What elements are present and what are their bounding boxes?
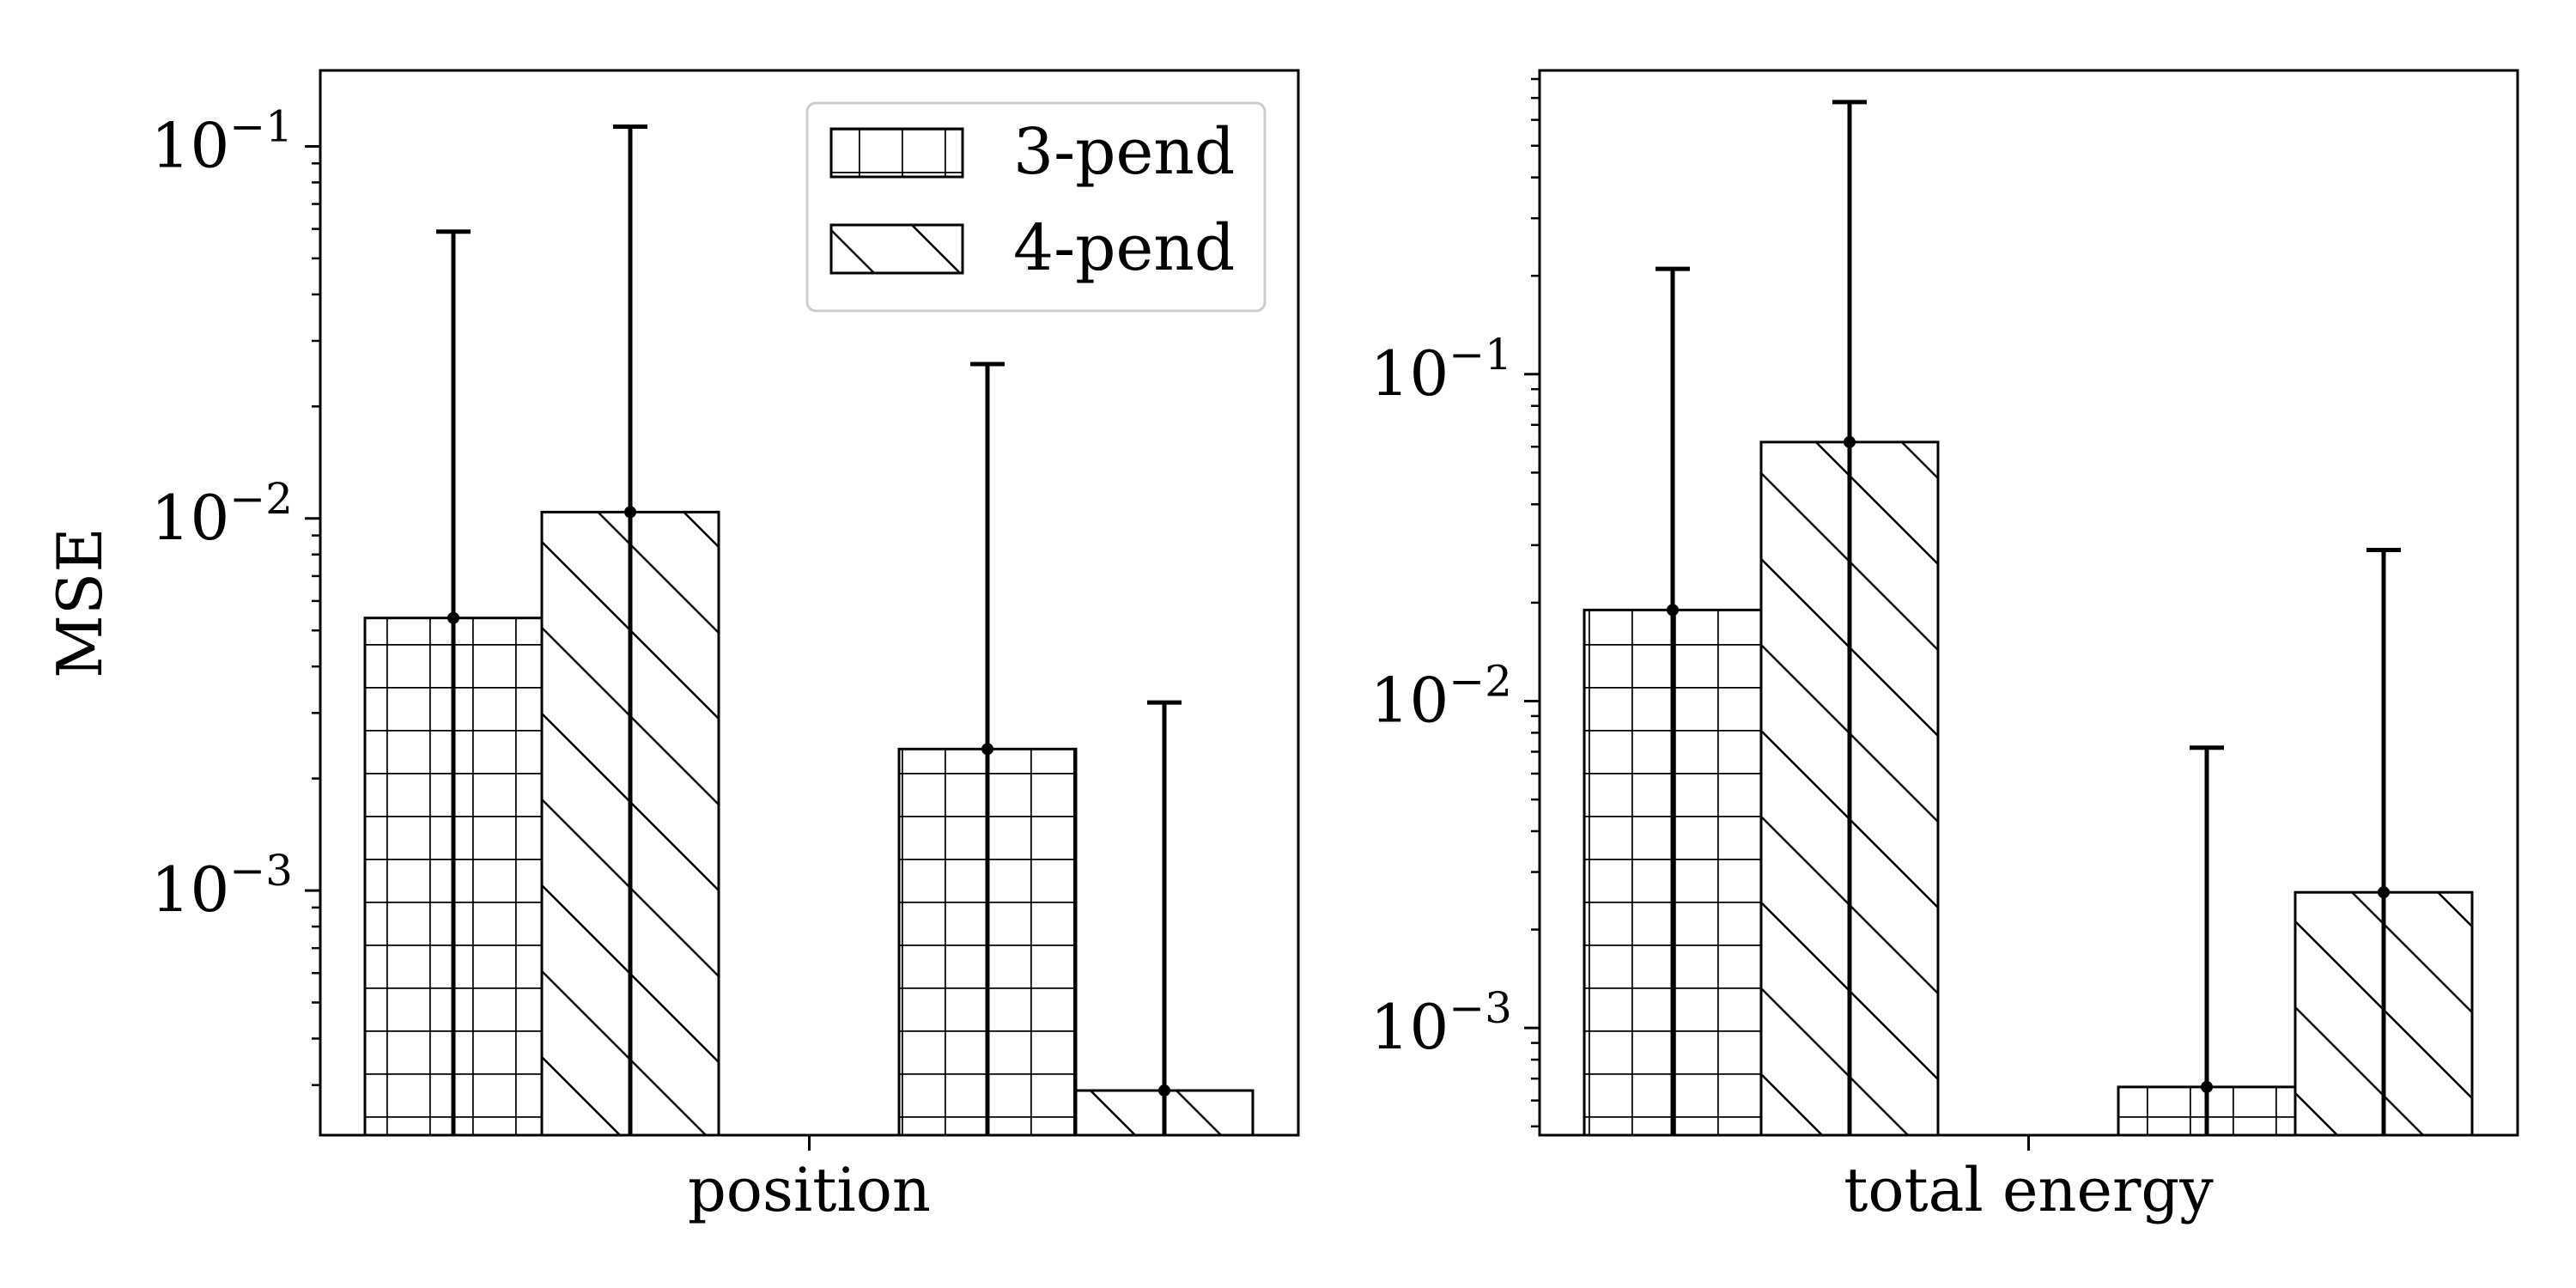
y-axis-label: MSE — [44, 527, 116, 678]
error-bar-3-pend-g2 — [2190, 745, 2224, 1135]
mean-marker — [2201, 1080, 2213, 1093]
chart-panel-2: 10−3 10−2 10−1 total energy — [1370, 69, 2519, 1225]
x-tick-label: position — [688, 1155, 931, 1225]
legend-label: 3-pend — [1013, 115, 1235, 189]
error-bar-3-pend-g1 — [436, 229, 471, 1135]
mean-marker — [1158, 1084, 1170, 1097]
error-bar-3-pend-g1 — [1656, 266, 1690, 1135]
y-tick-label: 10−3 — [1370, 983, 1512, 1063]
mean-marker — [2378, 886, 2390, 899]
legend-swatch — [829, 223, 964, 275]
mean-marker — [447, 611, 459, 624]
chart-panel-1: 10−3 10−2 10−1 position MSE — [44, 69, 1300, 1225]
error-bar-4-pend-g1 — [613, 124, 647, 1135]
legend-entry-4-pend: 4-pend — [829, 211, 1235, 285]
legend: 3-pend 4-pend — [805, 101, 1267, 313]
legend-label: 4-pend — [1013, 211, 1235, 285]
error-bar-4-pend-g1 — [1832, 100, 1867, 1135]
y-tick-label: 10−2 — [1370, 656, 1512, 736]
legend-swatch — [829, 127, 964, 179]
mean-marker — [981, 743, 993, 756]
mean-marker — [1844, 435, 1856, 448]
panels: 10−3 10−2 10−1 position MSE 10−3 10−2 10−1 total… — [44, 69, 2519, 1225]
y-tick-label: 10−3 — [151, 846, 293, 926]
error-bar-4-pend-g2 — [1147, 700, 1182, 1135]
mean-marker — [624, 506, 636, 519]
mean-marker — [1667, 604, 1679, 617]
error-bar-3-pend-g2 — [970, 361, 1005, 1135]
legend-entry-3-pend: 3-pend — [829, 115, 1235, 189]
error-bar-4-pend-g2 — [2366, 547, 2401, 1135]
y-tick-label: 10−1 — [151, 101, 293, 181]
x-tick-label: total energy — [1844, 1155, 2214, 1225]
y-tick-label: 10−2 — [151, 474, 293, 554]
y-tick-label: 10−1 — [1370, 330, 1512, 410]
